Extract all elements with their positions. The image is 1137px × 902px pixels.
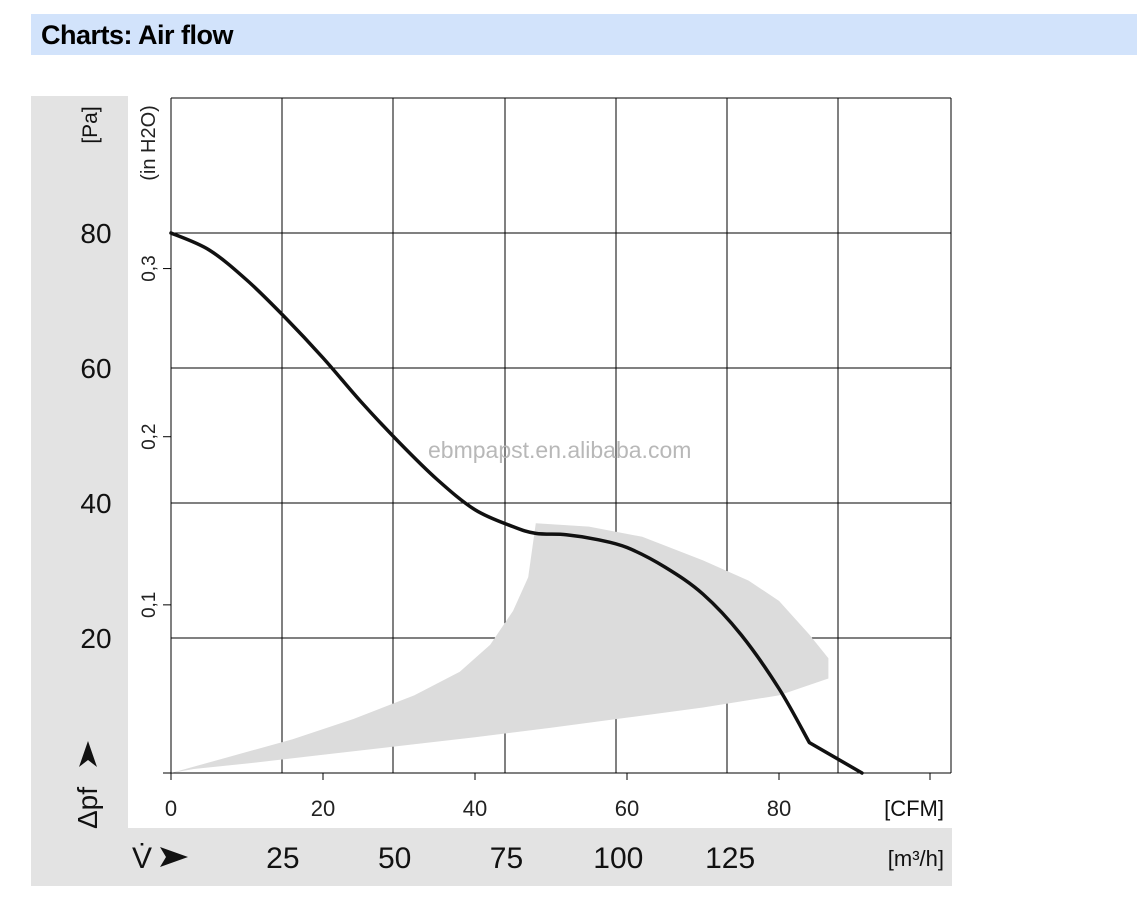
x-tick-label-cfm: 60	[615, 796, 639, 821]
y-tick-label-pa: 80	[80, 218, 111, 249]
page-title: Charts: Air flow	[41, 20, 234, 50]
x-unit-m3h: [m³/h]	[888, 846, 944, 871]
x-tick-label-m3h: 125	[705, 842, 755, 875]
x-tick-label-m3h: 75	[490, 842, 523, 875]
x-axis-label-v: V̇	[132, 842, 152, 875]
header-bar: Charts: Air flow	[31, 14, 1137, 55]
x-tick-label-cfm: 80	[767, 796, 791, 821]
x-tick-label-m3h: 100	[593, 842, 643, 875]
y-axis-arrow-icon	[79, 741, 97, 767]
y-unit-inh2o: (in H2O)	[138, 105, 160, 181]
x-tick-label-cfm: 0	[165, 796, 177, 821]
y-inner-tick-label: 0,2	[139, 424, 160, 450]
series-curve-group	[169, 231, 864, 775]
operating-range-fill	[171, 523, 829, 773]
y-tick-label-pa: 60	[80, 353, 111, 384]
left-axis-panel	[31, 96, 128, 886]
x-tick-label-cfm: 40	[463, 796, 487, 821]
x-axis-arrow-icon	[160, 847, 188, 867]
x-tick-label-cfm: 20	[311, 796, 335, 821]
bottom-axis-panel	[128, 828, 952, 886]
y-tick-label-pa: 40	[80, 488, 111, 519]
x-tick-label-m3h: 25	[266, 842, 299, 875]
y-inner-tick-label: 0,3	[139, 255, 160, 281]
series-line	[169, 231, 864, 775]
x-unit-cfm: [CFM]	[884, 796, 944, 821]
axis-labels: 20 40 60 80 [Pa] Δpf (in H2O) 0,1 0,2 0,3 0 20 40 60 8…	[72, 105, 944, 875]
x-tick-label-m3h: 50	[378, 842, 411, 875]
operating-range-area	[171, 523, 829, 773]
y-unit-pa: [Pa]	[79, 106, 102, 143]
y-tick-label-pa: 20	[80, 623, 111, 654]
y-axis-label-dpf: Δpf	[72, 787, 103, 829]
watermark: ebmpapst.en.alibaba.com	[428, 437, 691, 463]
y-inner-tick-label: 0,1	[139, 592, 160, 618]
